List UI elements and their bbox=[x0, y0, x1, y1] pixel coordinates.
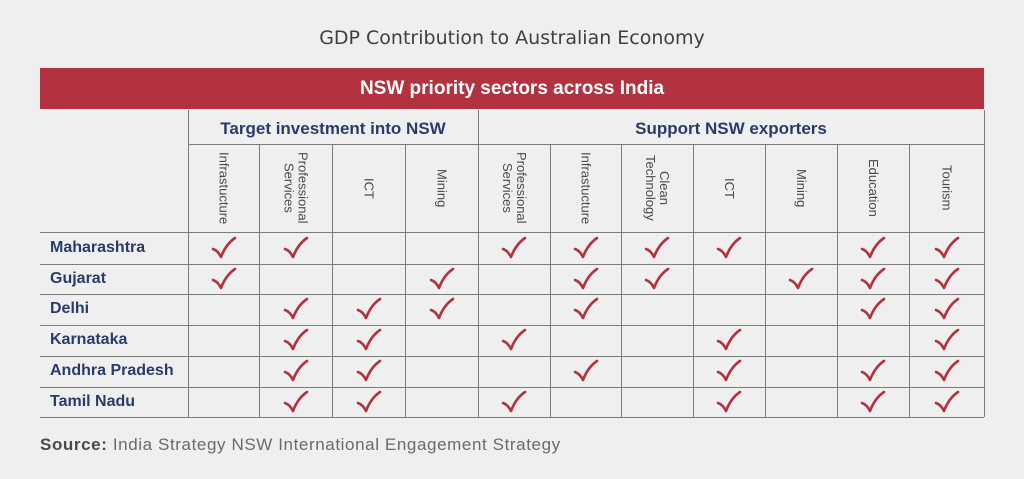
check-icon bbox=[188, 264, 259, 294]
page-title: GDP Contribution to Australian Economy bbox=[319, 27, 705, 49]
column-header-label: ICT bbox=[722, 177, 737, 199]
check-icon bbox=[405, 294, 478, 324]
check-icon bbox=[909, 325, 984, 355]
grid-line bbox=[40, 356, 984, 357]
check-icon bbox=[909, 387, 984, 417]
column-header-label: Professional Services bbox=[500, 152, 529, 224]
check-icon bbox=[621, 264, 693, 294]
column-header-label: Tourism bbox=[939, 165, 955, 211]
grid-line bbox=[40, 417, 984, 418]
row-label: Maharashtra bbox=[50, 239, 146, 256]
column-header-label: ICT bbox=[361, 177, 377, 199]
check-icon bbox=[332, 356, 405, 386]
column-header-label: Mining bbox=[794, 168, 809, 208]
column-header-label: Infrastucture bbox=[578, 151, 594, 225]
check-icon bbox=[909, 356, 984, 386]
check-icon bbox=[693, 233, 765, 263]
column-header: Clean Technology bbox=[621, 146, 693, 230]
column-header: Infrastucture bbox=[188, 146, 259, 230]
check-icon bbox=[478, 387, 550, 417]
check-icon bbox=[478, 325, 550, 355]
check-icon bbox=[259, 294, 332, 324]
grid-line bbox=[188, 144, 984, 145]
check-icon bbox=[550, 264, 621, 294]
grid-line bbox=[478, 110, 479, 417]
grid-line bbox=[550, 145, 551, 417]
source-label: Source: bbox=[40, 435, 108, 454]
source-text: India Strategy NSW International Engagem… bbox=[112, 435, 561, 454]
row-label: Karnataka bbox=[50, 331, 128, 349]
check-icon bbox=[693, 325, 765, 355]
column-header: Mining bbox=[765, 146, 837, 230]
check-icon bbox=[259, 233, 332, 263]
check-icon bbox=[837, 356, 909, 386]
check-icon bbox=[332, 325, 405, 355]
check-icon bbox=[405, 264, 478, 294]
check-icon bbox=[332, 387, 405, 417]
row-label: Tamil Nadu bbox=[50, 392, 136, 410]
row-label: Gujarat bbox=[50, 269, 107, 287]
check-icon bbox=[550, 294, 621, 324]
check-icon bbox=[550, 356, 621, 386]
column-header: Infrastucture bbox=[550, 146, 621, 230]
grid-line bbox=[40, 264, 984, 265]
check-icon bbox=[188, 233, 259, 263]
column-header-label: Professional Services bbox=[281, 152, 311, 224]
grid-line bbox=[984, 110, 985, 417]
column-header-label: Mining bbox=[434, 168, 450, 208]
column-header-label: Clean Technology bbox=[643, 155, 672, 221]
column-header: Mining bbox=[405, 146, 478, 230]
check-icon bbox=[693, 356, 765, 386]
column-header: Tourism bbox=[909, 146, 984, 230]
grid-line bbox=[188, 110, 189, 417]
grid-line bbox=[765, 145, 766, 417]
grid-line bbox=[40, 325, 984, 326]
grid-line bbox=[40, 387, 984, 388]
check-icon bbox=[837, 294, 909, 324]
grid-line bbox=[259, 145, 260, 417]
grid-line bbox=[621, 145, 622, 417]
check-icon bbox=[909, 233, 984, 263]
column-header: Professional Services bbox=[259, 146, 332, 230]
grid-line bbox=[693, 145, 694, 417]
check-icon bbox=[837, 233, 909, 263]
grid-line bbox=[909, 145, 910, 417]
column-header-label: Infrastucture bbox=[216, 151, 232, 225]
check-icon bbox=[259, 356, 332, 386]
grid-line bbox=[40, 294, 984, 295]
check-icon bbox=[909, 294, 984, 324]
column-header: ICT bbox=[693, 146, 765, 230]
check-icon bbox=[621, 233, 693, 263]
grid-line bbox=[837, 145, 838, 417]
column-header: Education bbox=[837, 146, 909, 230]
group-header-exporters: Support NSW exporters bbox=[635, 119, 827, 138]
row-label: Delhi bbox=[50, 300, 90, 318]
check-icon bbox=[478, 233, 550, 263]
check-icon bbox=[693, 387, 765, 417]
group-header-investment: Target investment into NSW bbox=[220, 119, 446, 138]
grid-line bbox=[40, 232, 984, 233]
row-label: Andhra Pradesh bbox=[50, 361, 174, 379]
check-icon bbox=[332, 294, 405, 324]
table-banner: NSW priority sectors across India bbox=[40, 68, 984, 109]
source-note: Source: India Strategy NSW International… bbox=[40, 435, 561, 455]
check-icon bbox=[259, 387, 332, 417]
check-icon bbox=[837, 387, 909, 417]
check-icon bbox=[259, 325, 332, 355]
check-icon bbox=[909, 264, 984, 294]
column-header: ICT bbox=[332, 146, 405, 230]
column-header: Professional Services bbox=[478, 146, 550, 230]
check-icon bbox=[550, 233, 621, 263]
check-icon bbox=[837, 264, 909, 294]
grid-line bbox=[332, 145, 333, 417]
check-icon bbox=[765, 264, 837, 294]
column-header-label: Education bbox=[866, 159, 881, 217]
grid-line bbox=[405, 145, 406, 417]
